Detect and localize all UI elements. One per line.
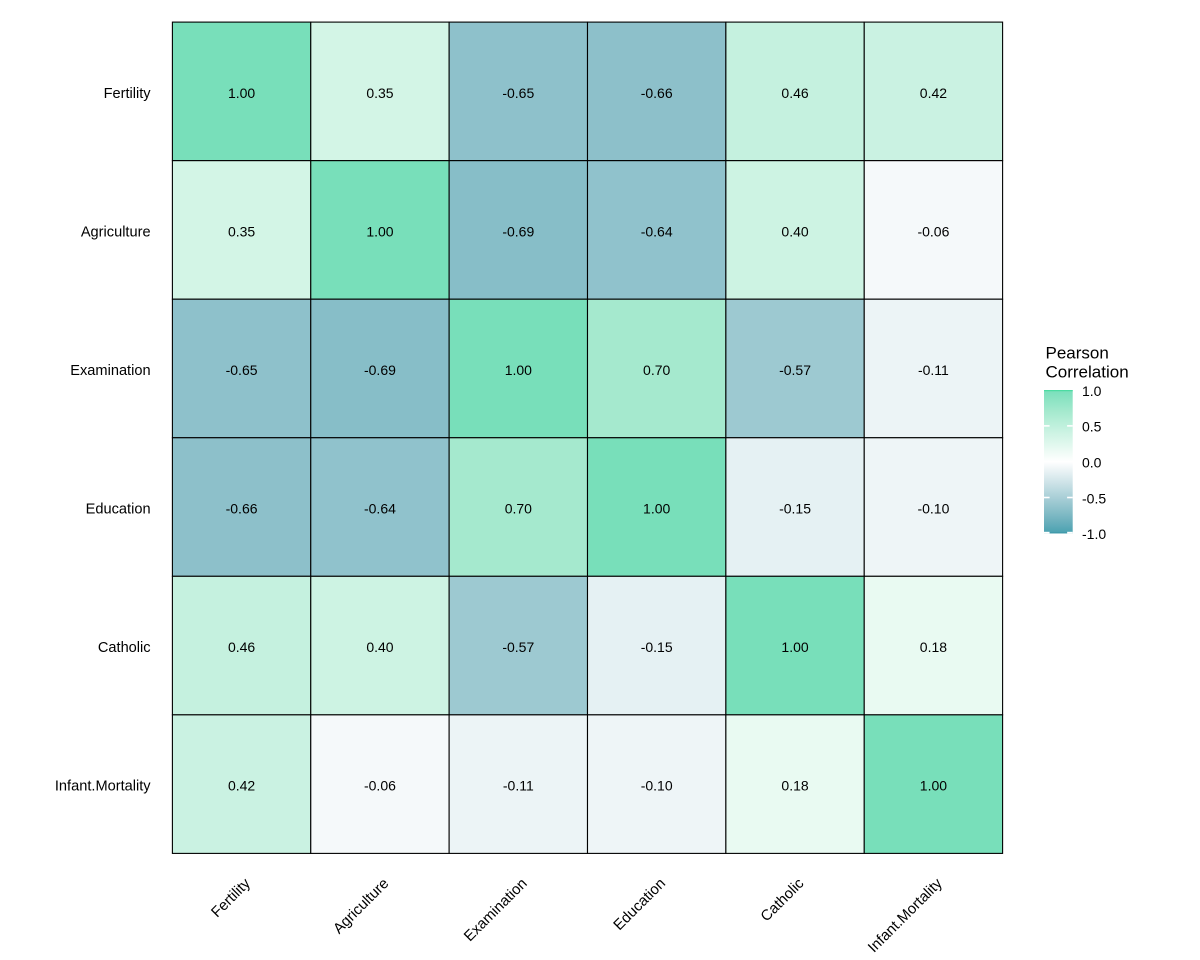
svg-text:-0.64: -0.64 xyxy=(641,223,673,239)
svg-text:1.00: 1.00 xyxy=(781,639,808,655)
svg-text:0.18: 0.18 xyxy=(920,639,947,655)
svg-text:Agriculture: Agriculture xyxy=(81,224,151,240)
svg-text:-0.57: -0.57 xyxy=(779,362,811,378)
svg-text:-0.69: -0.69 xyxy=(364,362,396,378)
svg-text:-0.11: -0.11 xyxy=(503,778,534,794)
svg-text:Fertility: Fertility xyxy=(104,86,152,102)
svg-text:-0.66: -0.66 xyxy=(641,85,673,101)
svg-text:1.0: 1.0 xyxy=(1082,383,1102,399)
svg-text:Education: Education xyxy=(611,876,669,934)
svg-text:-0.06: -0.06 xyxy=(917,223,949,239)
svg-text:Pearson: Pearson xyxy=(1046,344,1109,363)
svg-text:Fertility: Fertility xyxy=(209,875,255,921)
svg-text:1.00: 1.00 xyxy=(228,85,255,101)
svg-text:0.70: 0.70 xyxy=(505,501,532,517)
svg-text:-0.06: -0.06 xyxy=(364,778,396,794)
svg-text:-0.15: -0.15 xyxy=(779,501,811,517)
svg-text:-0.11: -0.11 xyxy=(918,362,949,378)
svg-text:1.00: 1.00 xyxy=(920,778,947,794)
svg-text:-0.64: -0.64 xyxy=(364,501,396,517)
svg-text:-0.65: -0.65 xyxy=(226,362,258,378)
svg-text:-0.57: -0.57 xyxy=(502,639,534,655)
svg-text:Correlation: Correlation xyxy=(1046,363,1129,382)
svg-text:Catholic: Catholic xyxy=(758,875,808,925)
svg-text:0.42: 0.42 xyxy=(920,85,947,101)
svg-text:Education: Education xyxy=(86,501,151,517)
svg-text:Infant.Mortality: Infant.Mortality xyxy=(55,779,151,795)
svg-text:0.35: 0.35 xyxy=(228,223,255,239)
svg-text:0.40: 0.40 xyxy=(366,639,393,655)
svg-text:0.5: 0.5 xyxy=(1082,419,1102,435)
svg-text:0.18: 0.18 xyxy=(781,778,808,794)
svg-text:-0.66: -0.66 xyxy=(226,501,258,517)
svg-text:Infant.Mortality: Infant.Mortality xyxy=(865,875,946,956)
svg-text:Examination: Examination xyxy=(70,363,150,379)
svg-text:0.70: 0.70 xyxy=(643,362,670,378)
svg-text:0.42: 0.42 xyxy=(228,778,255,794)
svg-text:-0.15: -0.15 xyxy=(641,639,673,655)
svg-text:-0.69: -0.69 xyxy=(502,223,534,239)
svg-text:Agriculture: Agriculture xyxy=(331,876,393,938)
svg-text:Catholic: Catholic xyxy=(98,640,151,656)
svg-text:0.35: 0.35 xyxy=(366,85,393,101)
svg-text:-1.0: -1.0 xyxy=(1082,526,1106,542)
svg-text:-0.5: -0.5 xyxy=(1082,490,1106,506)
svg-text:-0.10: -0.10 xyxy=(917,501,949,517)
svg-text:-0.10: -0.10 xyxy=(641,778,673,794)
svg-text:Examination: Examination xyxy=(461,876,530,945)
svg-text:1.00: 1.00 xyxy=(505,362,532,378)
svg-text:0.46: 0.46 xyxy=(228,639,255,655)
svg-text:1.00: 1.00 xyxy=(366,223,393,239)
svg-text:0.0: 0.0 xyxy=(1082,455,1102,471)
svg-text:1.00: 1.00 xyxy=(643,501,670,517)
svg-text:0.46: 0.46 xyxy=(781,85,808,101)
svg-text:0.40: 0.40 xyxy=(781,223,808,239)
svg-text:-0.65: -0.65 xyxy=(502,85,534,101)
